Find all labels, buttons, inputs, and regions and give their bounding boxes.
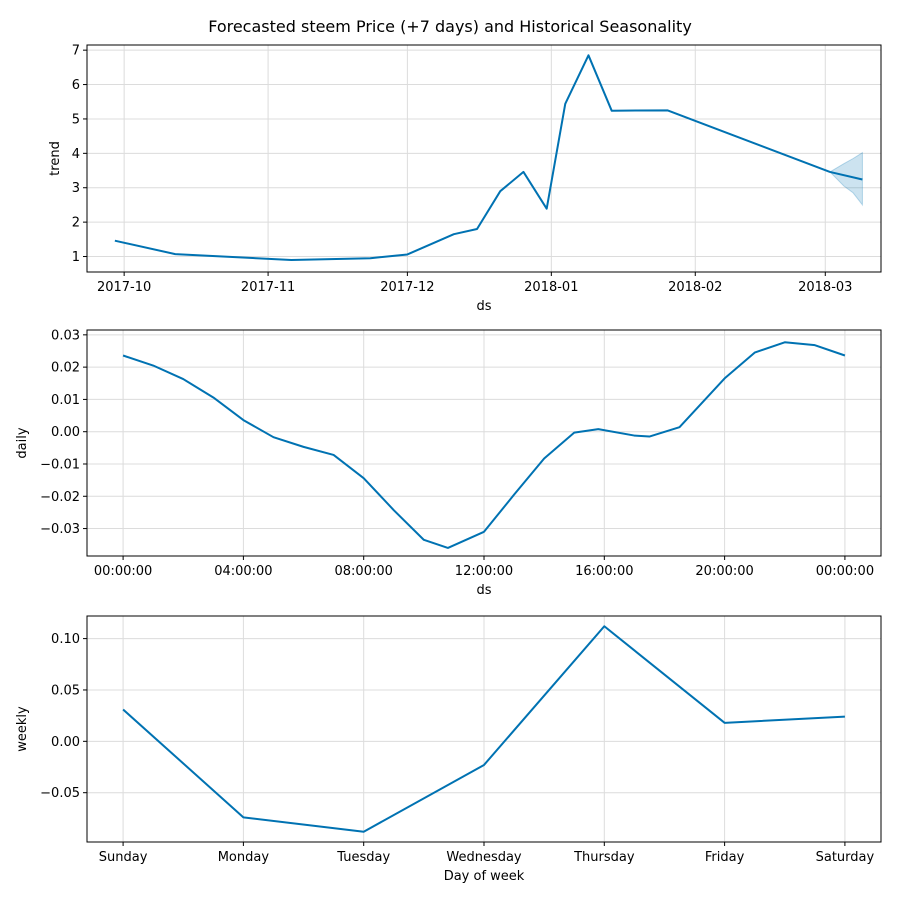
daily-y-tick-label: 0.03 [51, 328, 80, 343]
trend-y-tick-label: 1 [72, 250, 80, 265]
daily-y-tick-label: −0.03 [40, 522, 80, 537]
weekly-x-tick-label: Saturday [816, 850, 875, 865]
trend-y-axis-label: trend [48, 141, 63, 176]
trend-y-tick-label: 6 [72, 78, 80, 93]
weekly-y-tick-label: −0.05 [40, 786, 80, 801]
daily-y-axis-label: daily [15, 427, 30, 458]
trend-x-tick-label: 2018-01 [524, 280, 578, 295]
trend-axes-frame [86, 44, 882, 273]
trend-panel: 2017-10 2017-11 2017-12 2018-01 2018-02 2018-… [48, 44, 882, 314]
trend-x-tick-label: 2017-11 [241, 280, 295, 295]
trend-y-tick-label: 7 [72, 44, 80, 59]
weekly-x-tick-label: Tuesday [336, 850, 390, 865]
trend-x-axis-label: ds [476, 299, 491, 314]
daily-y-tick-label: −0.01 [40, 457, 80, 472]
trend-x-tick-label: 2017-10 [97, 280, 151, 295]
weekly-panel: Sunday Monday Tuesday Wednesday Thursday Frid… [15, 615, 882, 884]
trend-y-tick-label: 5 [72, 112, 80, 127]
figure-title: Forecasted steem Price (+7 days) and His… [208, 17, 692, 36]
daily-series-line [122, 341, 846, 549]
trend-y-tick-label: 3 [72, 181, 80, 196]
daily-y-tick-label: −0.02 [40, 490, 80, 505]
weekly-y-tick-label: 0.10 [51, 632, 80, 647]
weekly-x-tick-label: Friday [705, 850, 745, 865]
trend-series-line [114, 54, 863, 261]
trend-y-tick-label: 2 [72, 216, 80, 231]
weekly-x-tick-label: Wednesday [446, 850, 522, 865]
daily-x-tick-label: 16:00:00 [575, 564, 633, 579]
weekly-y-axis-label: weekly [15, 706, 30, 752]
daily-y-tick-label: 0.02 [51, 361, 80, 376]
daily-x-tick-label: 12:00:00 [455, 564, 513, 579]
weekly-x-tick-label: Thursday [573, 850, 635, 865]
daily-y-tick-label: 0.01 [51, 393, 80, 408]
daily-x-tick-label: 00:00:00 [94, 564, 152, 579]
trend-y-tick-label: 4 [72, 147, 80, 162]
daily-x-tick-label: 08:00:00 [335, 564, 393, 579]
weekly-y-tick-label: 0.00 [51, 735, 80, 750]
daily-y-tick-label: 0.00 [51, 425, 80, 440]
weekly-x-tick-label: Sunday [99, 850, 148, 865]
daily-x-tick-label: 20:00:00 [695, 564, 753, 579]
trend-x-tick-label: 2018-02 [668, 280, 722, 295]
weekly-x-tick-label: Monday [218, 850, 270, 865]
weekly-y-tick-label: 0.05 [51, 683, 80, 698]
daily-x-axis-label: ds [476, 583, 491, 598]
weekly-x-axis-label: Day of week [444, 869, 525, 884]
trend-x-tick-label: 2018-03 [798, 280, 852, 295]
trend-x-tick-label: 2017-12 [380, 280, 434, 295]
weekly-series-line [122, 625, 845, 833]
daily-panel: 00:00:00 04:00:00 08:00:00 12:00:00 16:00:00… [15, 328, 882, 598]
daily-x-tick-label: 04:00:00 [214, 564, 272, 579]
daily-x-tick-label: 00:00:00 [816, 564, 874, 579]
